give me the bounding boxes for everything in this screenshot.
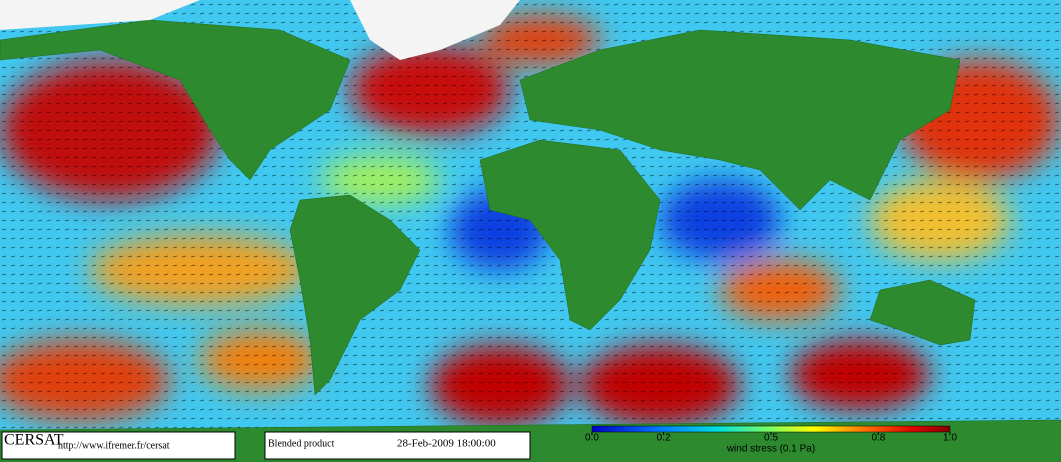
url[interactable]: http://www.ifremer.fr/cersat [58, 440, 170, 451]
info-box [264, 431, 531, 460]
date: 28-Feb-2009 18:00:00 [397, 438, 496, 450]
colorbar-label: wind stress (0.1 Pa) [726, 444, 815, 455]
colorbar [591, 425, 951, 433]
logo: CERSAT [4, 432, 64, 449]
colorbar-tick-label: 1.0 [943, 433, 957, 444]
colorbar-tick-label: 0.2 [657, 433, 671, 444]
logo-box [1, 431, 236, 460]
colorbar-tick-label: 0.5 [764, 433, 778, 444]
colorbar-tick-label: 0.0 [585, 433, 599, 444]
colorbar-tick-label: 0.8 [871, 433, 885, 444]
ice [0, 0, 520, 60]
product: Blended product [268, 438, 335, 449]
